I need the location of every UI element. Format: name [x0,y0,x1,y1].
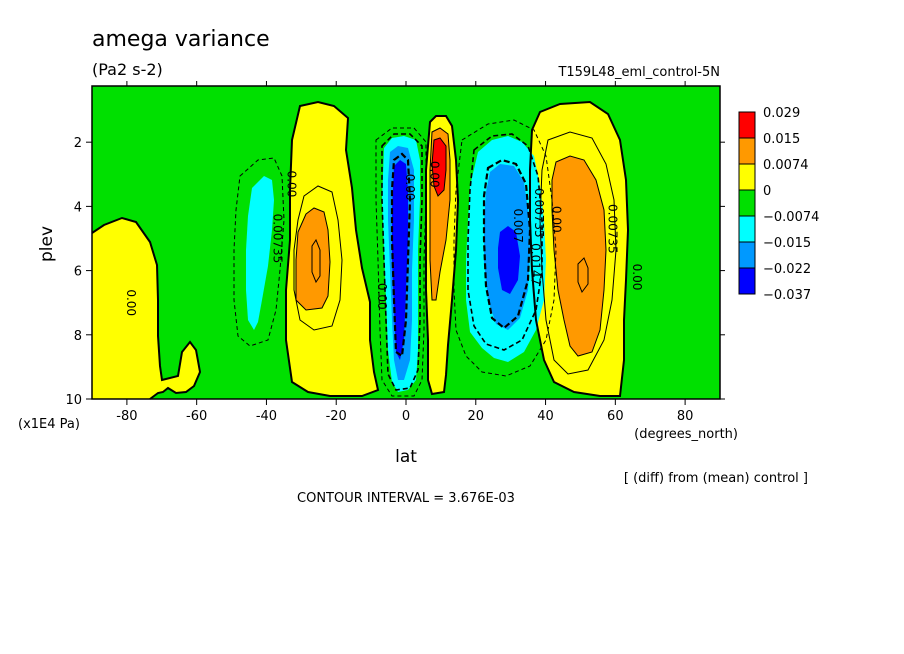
colorbar-label: 0 [763,184,771,199]
contour-line [431,137,447,197]
region-orange-nh [552,156,606,356]
colorbar-swatch [738,215,756,243]
x-tick-label: 40 [537,409,554,424]
contour-line [539,131,617,375]
contour-line [425,115,460,396]
diff-note: [ (diff) from (mean) control ] [624,471,808,486]
colorbar-label: −0.015 [763,236,811,251]
contour-line [390,152,412,358]
y-axis-ticks: 2 4 6 8 10 [65,136,725,408]
y-axis-label: plev [37,226,57,262]
contour-label: 0.00 [427,161,441,188]
y-axis-units: (x1E4 Pa) [18,417,80,432]
contour-line [381,133,423,391]
x-tick-label: -80 [116,409,137,424]
contour-label: 0.00 [375,283,389,310]
contour-line [551,155,607,357]
y-tick-label: 10 [65,393,82,408]
region-red [432,138,446,196]
contour-line [529,100,630,397]
contour-label: 0.00 [124,289,138,316]
y-tick-label: 6 [74,265,82,280]
colorbar-label: −0.022 [763,262,811,277]
contour-labels: 0.00 0.00735 0.00 0.00 0.00 0.00 0.007 0.00735 0… [124,161,644,316]
colorbar-swatch [738,189,756,217]
colorbar-swatch [738,241,756,269]
contour-line [295,207,331,311]
y-tick-label: 8 [74,329,82,344]
contour-label: 0.007 [511,208,525,242]
y-tick-label: 4 [74,200,82,215]
colorbar-swatch [738,111,756,139]
run-label: T159L48_eml_control-5N [557,65,720,80]
y-tick-label: 2 [74,136,82,151]
region-orange-sh [296,208,330,310]
colorbar-swatch [738,267,756,295]
chart-units: (Pa2 s-2) [92,60,163,79]
plot-area: 0.00 0.00735 0.00 0.00 0.00 0.00 0.007 0.00735 0… [91,85,721,400]
region-blue-equatorial [392,160,408,360]
x-axis-ticks: -80 -60 -40 -20 0 20 40 60 80 [116,81,693,424]
contour-line [482,158,532,330]
contour-line [429,127,451,301]
colorbar-label: 0.029 [763,106,800,121]
x-tick-label: -60 [186,409,207,424]
x-tick-label: 60 [607,409,624,424]
x-tick-label: 80 [677,409,694,424]
region-blue-nh [498,226,520,294]
colorbar-label: −0.037 [763,288,811,303]
x-tick-label: 0 [402,409,410,424]
contour-label: 0.00 [284,171,298,198]
colorbar-label: 0.015 [763,132,800,147]
x-tick-label: -40 [256,409,277,424]
contour-interval: CONTOUR INTERVAL = 3.676E-03 [297,491,515,506]
x-tick-label: -20 [326,409,347,424]
colorbar-swatch [738,137,756,165]
region-yellow-sh-subtropics [286,102,378,396]
contour-label: 0.00 [630,264,644,291]
contour-line [285,100,380,397]
region-yellow-south-polar [92,218,200,399]
contour-line [311,238,321,284]
colorbar: 0.029 0.015 0.0074 0 −0.0074 −0.015 −0.022 −0.0… [738,106,819,303]
region-cyan-sh [246,176,274,330]
contour-label: 0.00735 [605,204,619,254]
colorbar-label: −0.0074 [763,210,819,225]
x-axis-label: lat [395,447,417,467]
x-axis-units: (degrees_north) [634,427,738,442]
contour-label: 0.00 [403,174,417,201]
contour-line [91,216,202,400]
colorbar-label: 0.0074 [763,158,809,173]
contour-line [577,257,589,294]
contour-label: 0.00735 [532,188,546,238]
contour-label: 0.00 [550,206,564,233]
chart-title: amega variance [92,27,270,52]
colorbar-swatch [738,163,756,191]
contour-label: 0.0147 [529,243,543,285]
contour-label: 0.00735 [270,214,284,264]
contour-line [293,185,343,331]
contour-line [467,133,543,351]
contour-line [233,157,285,347]
x-tick-label: 20 [468,409,485,424]
